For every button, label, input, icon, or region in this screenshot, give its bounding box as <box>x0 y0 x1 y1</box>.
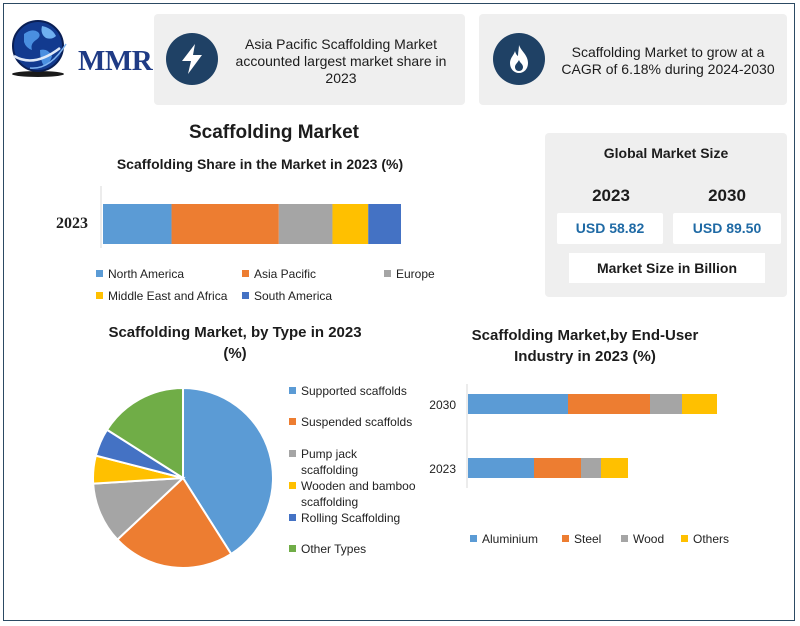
value-2030-box: USD 89.50 <box>673 213 781 244</box>
legend-swatch <box>242 292 249 299</box>
share-bar-south-america <box>368 204 401 244</box>
enduser-bar-others-2030 <box>682 394 717 414</box>
enduser-category-label-2030: 2030 <box>429 398 456 412</box>
enduser-bar-wood-2030 <box>650 394 682 414</box>
legend-swatch <box>289 545 296 552</box>
type-chart-title: Scaffolding Market, by Type in 2023 (%) <box>108 324 362 362</box>
legend-label: Europe <box>396 267 435 281</box>
legend-item-others: Others <box>681 531 729 547</box>
legend-label: Other Types <box>301 542 367 556</box>
legend-swatch <box>562 535 569 542</box>
legend-item-other-types: Other Types <box>289 541 417 557</box>
pie-slice-other-types <box>105 386 184 480</box>
legend-label: Pump jack scaffolding <box>301 447 359 477</box>
lightning-icon <box>182 44 202 74</box>
brand-logo: MMR <box>10 16 160 78</box>
callout-icon-badge <box>493 33 545 85</box>
legend-label: Suspended scaffolds <box>301 415 413 429</box>
legend-swatch <box>289 482 296 489</box>
legend-item-steel: Steel <box>562 531 601 547</box>
share-category-label: 2023 <box>56 215 88 232</box>
legend-swatch <box>289 387 296 394</box>
share-chart: 2023 <box>56 186 401 248</box>
year-2023-label: 2023 <box>592 186 630 205</box>
main-title: Scaffolding Market <box>189 122 359 143</box>
legend-item-supported-scaffolds: Supported scaffolds <box>289 383 417 399</box>
infographic-frame <box>3 3 795 621</box>
legend-swatch <box>289 514 296 521</box>
enduser-bar-steel-2030 <box>568 394 650 414</box>
legend-label: Rolling Scaffolding <box>301 511 401 525</box>
globe-icon <box>12 20 67 77</box>
legend-label: South America <box>254 289 333 303</box>
callout-icon-badge <box>166 33 218 85</box>
pie-slice-suspended-scaffolds <box>115 476 233 569</box>
legend-item-south-america: South America <box>242 288 332 304</box>
share-bar-north-america <box>103 204 172 244</box>
legend-item-pump-jack-scaffolding: Pump jack scaffolding <box>289 446 417 478</box>
legend-swatch <box>621 535 628 542</box>
legend-label: Middle East and Africa <box>108 289 228 303</box>
enduser-chart-legend: Aluminium Steel Wood Others <box>470 531 770 549</box>
legend-swatch <box>289 418 296 425</box>
legend-swatch <box>384 270 391 277</box>
share-chart-legend: North America Asia Pacific Europe Middle Ea… <box>96 266 476 306</box>
legend-label: Others <box>693 532 730 546</box>
enduser-chart: 2030 2023 <box>429 384 717 488</box>
legend-item-wood: Wood <box>621 531 664 547</box>
legend-label: Supported scaffolds <box>301 384 407 398</box>
enduser-bar-aluminium-2023 <box>468 458 534 478</box>
legend-item-north-america: North America <box>96 266 184 282</box>
legend-item-suspended-scaffolds: Suspended scaffolds <box>289 414 417 430</box>
market-size-note: Market Size in Billion <box>569 253 765 283</box>
legend-swatch <box>470 535 477 542</box>
enduser-bar-wood-2023 <box>581 458 601 478</box>
share-bar-asia-pacific <box>171 204 279 244</box>
share-bar-middle-east-and-africa <box>332 204 369 244</box>
flame-icon <box>510 45 528 73</box>
legend-item-wooden-and-bamboo-scaffolding: Wooden and bamboo scaffolding <box>289 478 417 510</box>
callout-text-share: Asia Pacific Scaffolding Market accounte… <box>235 36 447 86</box>
global-market-panel: Global Market Size 2023 2030 USD 58.82 U… <box>545 133 787 297</box>
legend-swatch <box>96 292 103 299</box>
enduser-chart-title: Scaffolding Market,by End-User Industry … <box>471 327 699 365</box>
legend-label: North America <box>108 267 185 281</box>
legend-label: Aluminium <box>482 532 539 546</box>
logo-text: MMR <box>78 45 153 77</box>
share-chart-title: Scaffolding Share in the Market in 2023 … <box>116 156 404 172</box>
enduser-bar-steel-2023 <box>534 458 581 478</box>
legend-item-middle-east-and-africa: Middle East and Africa <box>96 288 227 304</box>
year-2030-label: 2030 <box>708 186 746 205</box>
legend-item-europe: Europe <box>384 266 435 282</box>
legend-label: Wooden and bamboo scaffolding <box>301 479 416 509</box>
callout-text-cagr: Scaffolding Market to grow at a CAGR of … <box>561 44 775 77</box>
global-market-title: Global Market Size <box>603 145 729 161</box>
legend-swatch <box>289 450 296 457</box>
legend-label: Asia Pacific <box>254 267 317 281</box>
type-pie-chart <box>92 386 274 569</box>
legend-swatch <box>96 270 103 277</box>
enduser-bar-others-2023 <box>601 458 628 478</box>
legend-swatch <box>242 270 249 277</box>
enduser-bar-aluminium-2030 <box>468 394 568 414</box>
legend-label: Wood <box>633 532 665 546</box>
legend-label: Steel <box>574 532 602 546</box>
value-2023-box: USD 58.82 <box>557 213 663 244</box>
callout-card-cagr: Scaffolding Market to grow at a CAGR of … <box>479 14 787 105</box>
legend-item-rolling-scaffolding: Rolling Scaffolding <box>289 510 417 526</box>
share-bar-europe <box>278 204 333 244</box>
callout-card-share: Asia Pacific Scaffolding Market accounte… <box>154 14 465 105</box>
legend-item-asia-pacific: Asia Pacific <box>242 266 316 282</box>
type-chart-legend: Supported scaffolds Suspended scaffolds Pu… <box>289 383 419 573</box>
enduser-category-label-2023: 2023 <box>429 462 456 476</box>
legend-swatch <box>681 535 688 542</box>
legend-item-aluminium: Aluminium <box>470 531 538 547</box>
